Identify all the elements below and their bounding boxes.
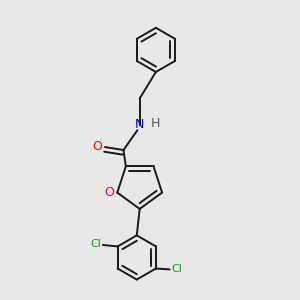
Text: Cl: Cl <box>171 264 182 274</box>
Text: O: O <box>104 186 114 199</box>
Text: N: N <box>135 118 144 131</box>
Text: Cl: Cl <box>90 239 101 249</box>
Text: H: H <box>151 117 160 130</box>
Text: O: O <box>92 140 102 153</box>
